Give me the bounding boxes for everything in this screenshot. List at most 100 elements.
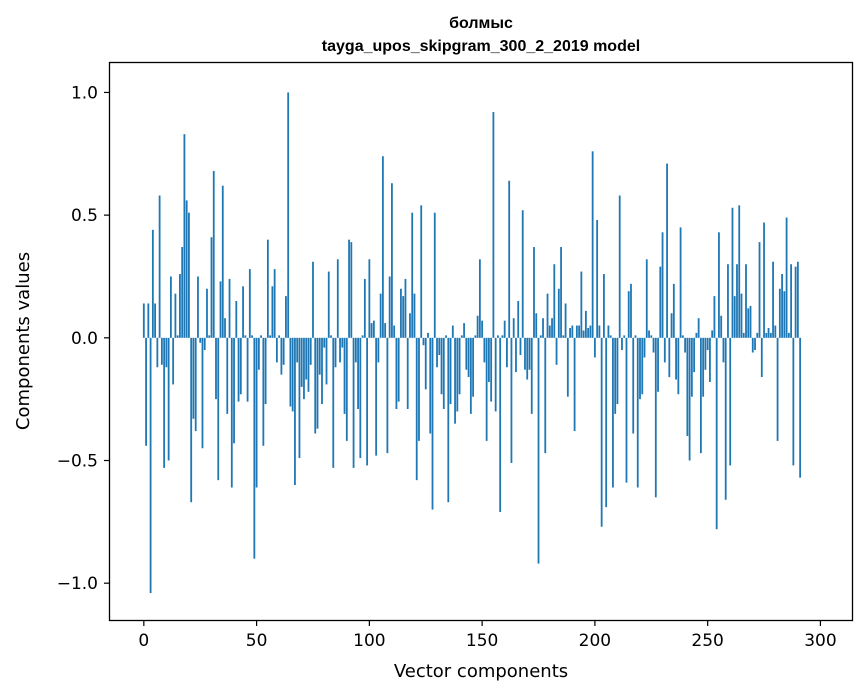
bar-182 [553, 264, 556, 338]
bar-145 [469, 337, 472, 414]
bar-72 [305, 337, 308, 380]
bar-176 [539, 335, 542, 338]
bar-183 [555, 337, 558, 365]
bar-121 [415, 337, 418, 481]
bar-259 [727, 264, 729, 338]
bar-1 [145, 337, 147, 446]
bar-21 [190, 337, 193, 503]
bar-248 [702, 337, 705, 397]
bar-108 [386, 337, 389, 454]
bar-282 [778, 288, 781, 338]
bar-58 [273, 269, 276, 338]
bar-100 [368, 259, 371, 338]
bar-150 [481, 320, 484, 338]
bar-102 [372, 320, 375, 338]
bar-264 [738, 205, 741, 338]
bar-247 [699, 337, 702, 454]
bar-256 [720, 315, 723, 338]
bar-274 [760, 337, 763, 378]
bar-143 [465, 337, 468, 370]
bar-253 [713, 296, 716, 338]
bar-210 [616, 337, 619, 405]
bar-188 [566, 337, 569, 397]
bar-45 [244, 335, 247, 338]
bar-12 [169, 276, 172, 338]
x-tick-label-5: 250 [691, 631, 723, 651]
bar-288 [792, 337, 795, 466]
bar-283 [781, 274, 783, 338]
bar-65 [289, 337, 292, 407]
bar-177 [542, 318, 544, 338]
bar-50 [255, 337, 258, 488]
bar-199 [591, 151, 594, 338]
x-axis-label: Vector components [394, 661, 568, 682]
bar-14 [174, 293, 177, 338]
bar-59 [275, 337, 278, 363]
plot-frame [108, 61, 854, 622]
bar-81 [325, 337, 328, 385]
bar-109 [388, 276, 391, 338]
y-tick-label-4: 1.0 [71, 83, 98, 103]
bar-271 [754, 337, 756, 351]
bar-19 [185, 200, 188, 338]
bar-151 [483, 337, 486, 363]
bar-114 [400, 288, 402, 338]
bar-225 [650, 335, 653, 338]
bar-219 [636, 337, 639, 488]
bar-226 [652, 337, 655, 353]
bar-250 [706, 337, 709, 351]
bar-149 [478, 259, 481, 338]
bar-77 [316, 337, 319, 429]
bar-272 [756, 332, 759, 338]
bar-110 [391, 183, 393, 338]
bar-135 [447, 337, 450, 503]
bar-34 [219, 281, 222, 338]
bar-96 [359, 337, 362, 459]
bar-105 [379, 293, 382, 338]
bar-101 [370, 323, 373, 338]
bar-7 [158, 195, 161, 338]
bar-23 [194, 337, 197, 432]
bar-75 [312, 261, 314, 338]
bar-202 [598, 325, 601, 338]
bar-3 [149, 337, 152, 594]
bar-196 [584, 310, 587, 338]
bar-112 [395, 337, 398, 409]
y-tick-label-1: −0.5 [57, 452, 98, 472]
bar-239 [681, 335, 684, 338]
bar-132 [440, 337, 443, 395]
bar-44 [242, 286, 244, 338]
bar-70 [300, 337, 303, 387]
bar-201 [596, 220, 599, 338]
bar-243 [690, 337, 693, 397]
bar-122 [418, 337, 420, 441]
bar-94 [354, 337, 357, 363]
bar-273 [758, 242, 761, 338]
bar-129 [433, 212, 436, 338]
bar-62 [282, 337, 285, 365]
chart-subtitle: tayga_upos_skipgram_300_2_2019 model [322, 38, 640, 55]
bar-86 [336, 259, 339, 338]
bar-35 [221, 185, 224, 338]
bar-55 [266, 239, 269, 338]
bar-73 [307, 337, 310, 392]
bar-279 [772, 261, 774, 338]
bar-90 [345, 337, 348, 441]
bar-261 [731, 207, 734, 338]
bar-71 [303, 337, 305, 400]
x-tick-label-0: 0 [138, 631, 149, 651]
bar-46 [246, 337, 249, 402]
bar-257 [722, 337, 725, 363]
bar-118 [409, 313, 411, 338]
bar-181 [551, 318, 553, 338]
bar-43 [239, 337, 242, 395]
bar-166 [517, 301, 520, 338]
bar-245 [695, 332, 698, 338]
bar-160 [503, 320, 506, 338]
x-tick-label-1: 50 [246, 631, 268, 651]
bar-215 [627, 291, 630, 338]
bar-178 [544, 337, 547, 454]
bar-162 [508, 180, 511, 338]
bar-27 [203, 337, 206, 351]
bar-78 [318, 337, 321, 375]
